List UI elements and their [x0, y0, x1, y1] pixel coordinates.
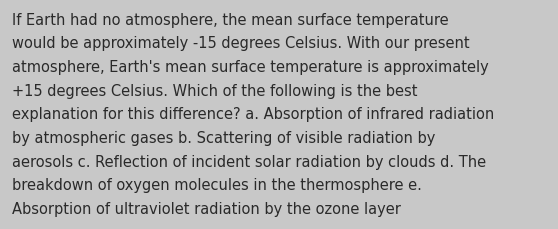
Text: would be approximately -15 degrees Celsius. With our present: would be approximately -15 degrees Celsi…: [12, 36, 470, 51]
Text: aerosols c. Reflection of incident solar radiation by clouds d. The: aerosols c. Reflection of incident solar…: [12, 154, 487, 169]
Text: breakdown of oxygen molecules in the thermosphere e.: breakdown of oxygen molecules in the the…: [12, 178, 422, 193]
Text: If Earth had no atmosphere, the mean surface temperature: If Earth had no atmosphere, the mean sur…: [12, 13, 449, 27]
Text: atmosphere, Earth's mean surface temperature is approximately: atmosphere, Earth's mean surface tempera…: [12, 60, 489, 75]
Text: +15 degrees Celsius. Which of the following is the best: +15 degrees Celsius. Which of the follow…: [12, 83, 418, 98]
Text: Absorption of ultraviolet radiation by the ozone layer: Absorption of ultraviolet radiation by t…: [12, 201, 401, 216]
Text: by atmospheric gases b. Scattering of visible radiation by: by atmospheric gases b. Scattering of vi…: [12, 131, 436, 145]
Text: explanation for this difference? a. Absorption of infrared radiation: explanation for this difference? a. Abso…: [12, 107, 494, 122]
